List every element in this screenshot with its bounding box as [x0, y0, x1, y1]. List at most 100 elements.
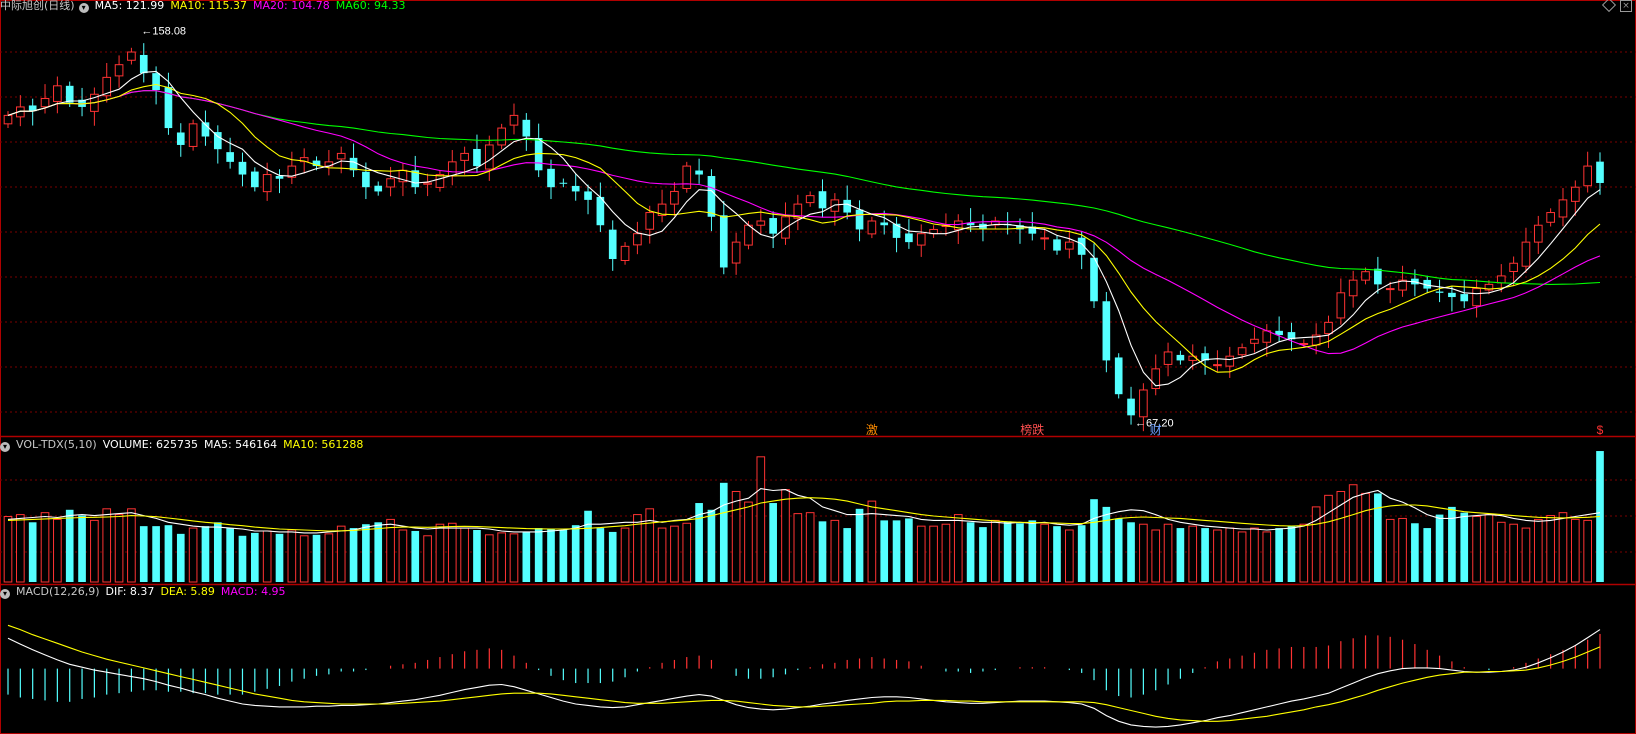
chart-title: 中际旭创(日线)	[0, 0, 75, 12]
candle-up	[102, 76, 112, 97]
volume-bar	[645, 508, 655, 583]
candle-down	[880, 222, 889, 226]
ma60-line	[7, 90, 1601, 285]
candle-up	[423, 182, 432, 185]
candle-up	[1472, 288, 1481, 307]
volume-bar	[1558, 512, 1568, 583]
volume-bar	[1448, 506, 1456, 582]
volume-bar	[374, 522, 383, 582]
volume-bar	[596, 528, 605, 582]
volume-bar	[1521, 527, 1531, 583]
candle-down	[275, 176, 284, 179]
candle-up	[990, 220, 1000, 226]
volume-bar	[460, 527, 469, 583]
candle-up	[1484, 283, 1494, 291]
volume-dropdown-icon[interactable]: ▾	[0, 442, 10, 452]
volume-bar	[1237, 531, 1247, 583]
candle-down	[892, 223, 901, 238]
volume-bar	[1065, 529, 1074, 583]
volume-bar	[990, 519, 1000, 583]
volume-bar	[324, 533, 334, 583]
volume-ma10-legend: MA10: 561288	[283, 438, 364, 451]
volume-bar	[670, 525, 679, 583]
volume-bar	[830, 519, 840, 583]
volume-bar	[966, 522, 975, 582]
volume-bar	[312, 534, 321, 582]
candle-up	[645, 212, 655, 230]
candle-down	[349, 157, 358, 171]
volume-bar	[1546, 515, 1555, 583]
candle-up	[620, 245, 630, 261]
volume-bar	[299, 535, 309, 583]
volume-bar	[114, 514, 124, 583]
candle-up	[1509, 262, 1518, 272]
volume-bar	[1102, 506, 1111, 582]
volume-bar	[176, 533, 185, 582]
candle-up	[1583, 165, 1592, 187]
volume-bar	[769, 503, 777, 582]
candle-down	[164, 87, 173, 129]
candle-up	[1496, 275, 1506, 284]
candle-down	[312, 160, 321, 167]
volume-bar	[1287, 526, 1296, 582]
candle-up	[793, 203, 803, 219]
volume-bar	[916, 525, 926, 583]
dea-legend: DEA: 5.89	[160, 585, 215, 598]
volume-bar	[1090, 499, 1098, 582]
volume-bar	[336, 525, 346, 583]
volume-bar	[238, 535, 247, 582]
candle-down	[1374, 268, 1382, 285]
candle-up	[1250, 338, 1259, 344]
event-marker: 激	[866, 423, 878, 437]
volume-bar	[682, 522, 692, 583]
candle-up	[16, 106, 25, 118]
volume-bar	[571, 525, 580, 582]
volume-ma5-line	[7, 488, 1601, 534]
candle-down	[362, 171, 370, 188]
low-price-label: ←67.20	[1135, 417, 1174, 429]
macd-title: MACD(12,26,9)	[16, 585, 100, 598]
event-marker: 财	[1150, 423, 1162, 437]
volume-bar	[497, 532, 506, 583]
volume-bar	[941, 523, 951, 583]
candle-up	[336, 152, 346, 160]
close-icon[interactable]: ×	[1620, 0, 1632, 12]
candle-down	[1127, 398, 1135, 416]
volume-bar	[818, 521, 827, 582]
volume-bar	[1460, 512, 1469, 582]
volume-bar	[584, 510, 592, 582]
candle-up	[53, 85, 62, 102]
settings-dropdown-icon[interactable]: ▾	[78, 3, 89, 13]
volume-bar	[707, 509, 716, 582]
volume-bar	[1151, 529, 1161, 583]
volume-bar	[522, 531, 531, 582]
candle-up	[1213, 364, 1222, 367]
macd-dropdown-icon[interactable]: ▾	[0, 589, 10, 599]
volume-bar	[731, 490, 741, 583]
candle-down	[473, 148, 481, 167]
volume-bar	[979, 527, 987, 582]
volume-bar	[892, 520, 901, 582]
candle-down	[1460, 294, 1469, 302]
candle-down	[1287, 332, 1296, 340]
candle-up	[1533, 224, 1543, 243]
candle-up	[287, 165, 297, 178]
volume-ma5-legend: MA5: 546164	[203, 438, 278, 451]
candle-down	[966, 222, 975, 226]
volume-bar	[349, 528, 358, 582]
candle-down	[1201, 353, 1209, 361]
volume-bar	[1374, 493, 1382, 582]
volume-bar	[3, 516, 13, 583]
candle-down	[1423, 279, 1432, 289]
candle-up	[731, 241, 741, 264]
volume-bar	[201, 526, 210, 582]
volume-bar	[1348, 484, 1358, 583]
volume-bar	[1411, 523, 1419, 582]
candle-up	[497, 127, 506, 146]
high-price-label: ←158.08	[141, 26, 186, 38]
volume-bar	[620, 527, 630, 583]
volume-bar	[756, 456, 766, 583]
candle-up	[1139, 389, 1148, 418]
macd-legend: MACD: 4.95	[220, 585, 286, 598]
